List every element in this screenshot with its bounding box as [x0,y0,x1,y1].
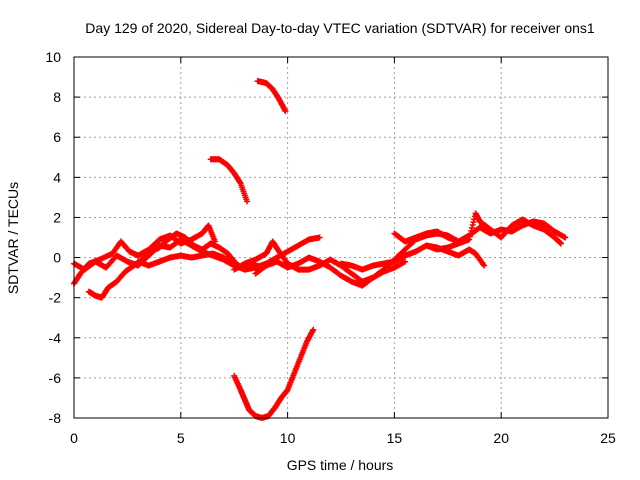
grid [74,57,608,418]
y-axis-label: SDTVAR / TECUs [5,182,21,294]
x-tick-label: 25 [600,430,616,446]
y-tick-label: 0 [53,250,61,266]
x-tick-label: 0 [70,430,78,446]
data-point [402,258,409,265]
series-arc-10 [207,156,251,205]
data-point [481,262,488,269]
x-tick-label: 5 [177,430,185,446]
y-tick-label: -6 [49,370,62,386]
x-tick-label: 15 [387,430,403,446]
series-arc-12 [231,326,317,421]
series-arc-9 [423,210,565,253]
axis-ticks: 0 5 10 15 20 25 -8 -6 -4 -2 0 2 4 6 8 10 [45,49,616,446]
y-tick-label: -2 [49,290,62,306]
y-tick-label: -8 [49,410,62,426]
data-point [244,198,251,205]
y-tick-label: 8 [53,89,61,105]
x-axis-label: GPS time / hours [287,457,394,473]
data-points [71,78,569,421]
y-tick-label: 4 [53,169,61,185]
plot-frame [73,56,609,419]
y-tick-label: 6 [53,129,61,145]
data-point [310,326,317,333]
series-arc-2 [71,222,218,287]
x-tick-label: 10 [280,430,296,446]
data-point [562,234,569,241]
y-tick-label: 2 [53,209,61,225]
y-tick-label: -4 [49,330,62,346]
data-point [282,108,289,115]
series-arc-11 [254,78,289,115]
y-tick-label: 10 [45,49,61,65]
data-point [558,240,565,247]
data-point [316,234,323,241]
chart-title: Day 129 of 2020, Sidereal Day-to-day VTE… [85,20,595,36]
x-tick-label: 20 [493,430,509,446]
